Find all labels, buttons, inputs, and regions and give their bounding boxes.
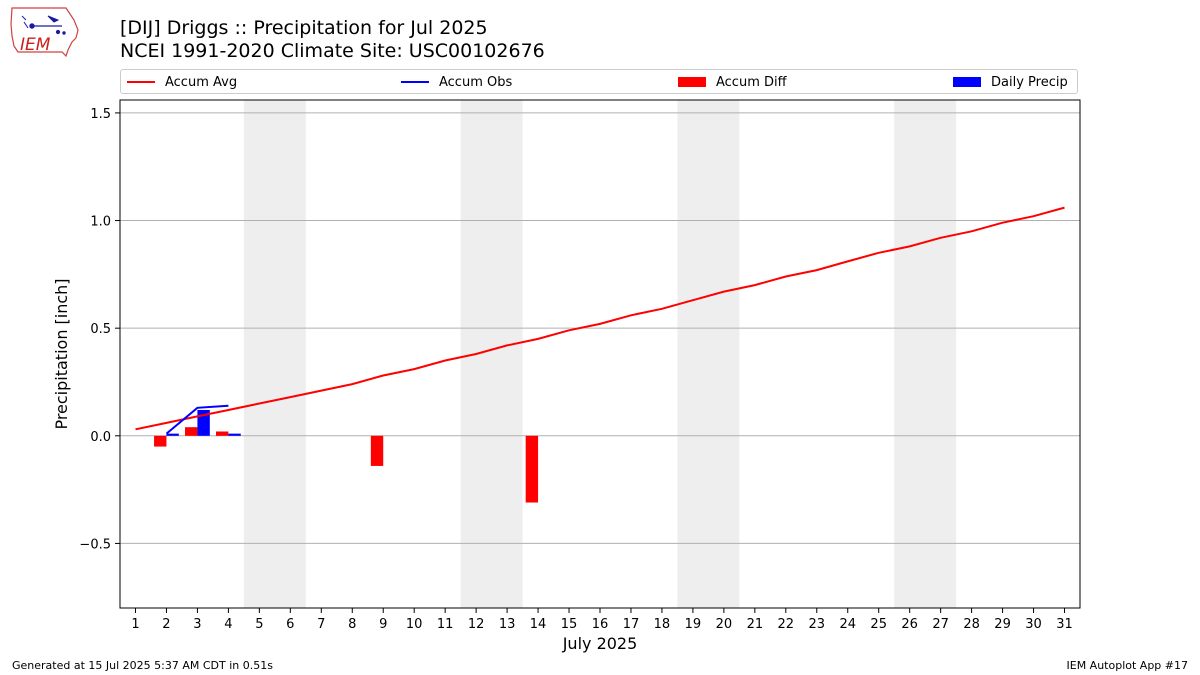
iem-logo: IEM <box>8 6 80 58</box>
x-tick-label: 19 <box>685 617 702 632</box>
legend-item-accum-obs: Accum Obs <box>401 73 512 91</box>
legend-swatch-accum-avg <box>127 81 155 83</box>
gridlines <box>120 112 1080 544</box>
x-tick-label: 13 <box>499 617 516 632</box>
weekend-shade-3 <box>894 100 957 608</box>
svg-text:IEM: IEM <box>20 35 51 55</box>
accum-obs-line <box>165 404 229 435</box>
legend-swatch-daily-precip <box>953 77 981 87</box>
daily-precip-bar <box>228 433 241 436</box>
accum-diff-bar <box>525 435 539 503</box>
y-tick-label: −0.5 <box>79 537 111 552</box>
x-axis-label: July 2025 <box>562 634 638 653</box>
y-tick-label: 0.5 <box>90 322 111 337</box>
legend-label-accum-avg: Accum Avg <box>165 74 238 90</box>
y-axis-ticks: −0.5 0.0 0.5 1.0 1.5 <box>79 107 120 552</box>
y-tick-label: 1.5 <box>90 107 111 122</box>
x-tick-label: 26 <box>901 617 918 632</box>
x-tick-label: 3 <box>193 617 201 632</box>
x-tick-label: 4 <box>224 617 232 632</box>
x-tick-label: 28 <box>963 617 980 632</box>
x-tick-label: 29 <box>994 617 1011 632</box>
x-tick-label: 24 <box>839 617 856 632</box>
lines <box>135 206 1065 435</box>
x-tick-label: 10 <box>406 617 423 632</box>
accum-diff-bar <box>216 431 229 436</box>
weekend-shade-1 <box>460 100 523 608</box>
y-axis-label: Precipitation [inch] <box>52 278 71 429</box>
legend-swatch-accum-obs <box>401 81 429 83</box>
x-tick-label: 22 <box>778 617 795 632</box>
x-tick-label: 31 <box>1056 617 1073 632</box>
legend-label-accum-diff: Accum Diff <box>716 74 787 90</box>
legend-swatch-accum-diff <box>678 77 706 87</box>
chart-legend: Accum Avg Accum Obs Accum Diff Daily Pre… <box>120 69 1078 94</box>
bars <box>154 409 539 503</box>
generated-timestamp: Generated at 15 Jul 2025 5:37 AM CDT in … <box>12 659 273 672</box>
x-tick-label: 18 <box>654 617 671 632</box>
daily-precip-bar <box>166 433 179 436</box>
weekend-shading <box>243 100 957 608</box>
x-tick-label: 8 <box>348 617 356 632</box>
app-id: IEM Autoplot App #17 <box>1066 659 1189 672</box>
x-tick-label: 30 <box>1025 617 1042 632</box>
x-tick-label: 2 <box>162 617 170 632</box>
x-tick-label: 27 <box>932 617 949 632</box>
x-tick-label: 17 <box>623 617 640 632</box>
chart-title: [DIJ] Driggs :: Precipitation for Jul 20… <box>120 17 488 39</box>
x-tick-label: 20 <box>716 617 733 632</box>
accum-diff-bar <box>370 435 384 466</box>
x-tick-label: 25 <box>870 617 887 632</box>
y-tick-label: 0.0 <box>90 430 111 445</box>
x-tick-label: 16 <box>592 617 609 632</box>
legend-label-accum-obs: Accum Obs <box>439 74 513 90</box>
x-tick-label: 11 <box>437 617 454 632</box>
x-tick-label: 7 <box>317 617 325 632</box>
iem-logo-graphic: IEM <box>10 7 79 58</box>
x-tick-label: 21 <box>747 617 764 632</box>
x-tick-label: 23 <box>809 617 826 632</box>
chart-subtitle: NCEI 1991-2020 Climate Site: USC00102676 <box>120 40 545 62</box>
weekend-shade-2 <box>677 100 740 608</box>
legend-label-daily-precip: Daily Precip <box>991 74 1068 90</box>
legend-item-daily-precip: Daily Precip <box>953 73 1068 91</box>
x-tick-label: 9 <box>379 617 387 632</box>
accum-diff-bar <box>154 435 167 447</box>
x-tick-label: 1 <box>131 617 139 632</box>
x-tick-label: 12 <box>468 617 485 632</box>
legend-item-accum-diff: Accum Diff <box>678 73 787 91</box>
y-tick-label: 1.0 <box>90 215 111 230</box>
x-tick-label: 6 <box>286 617 294 632</box>
x-tick-label: 5 <box>255 617 263 632</box>
x-tick-label: 14 <box>530 617 547 632</box>
weekend-shade-0 <box>243 100 306 608</box>
accum-diff-bar <box>185 427 198 436</box>
accum-avg-line <box>135 206 1065 431</box>
x-tick-label: 15 <box>561 617 578 632</box>
x-axis-ticks: 1 2 3 4 5 6 7 8 9 10 11 12 13 14 15 16 17 18 19 20 21 22 23 24 2… <box>131 608 1073 632</box>
legend-item-accum-avg: Accum Avg <box>127 73 237 91</box>
